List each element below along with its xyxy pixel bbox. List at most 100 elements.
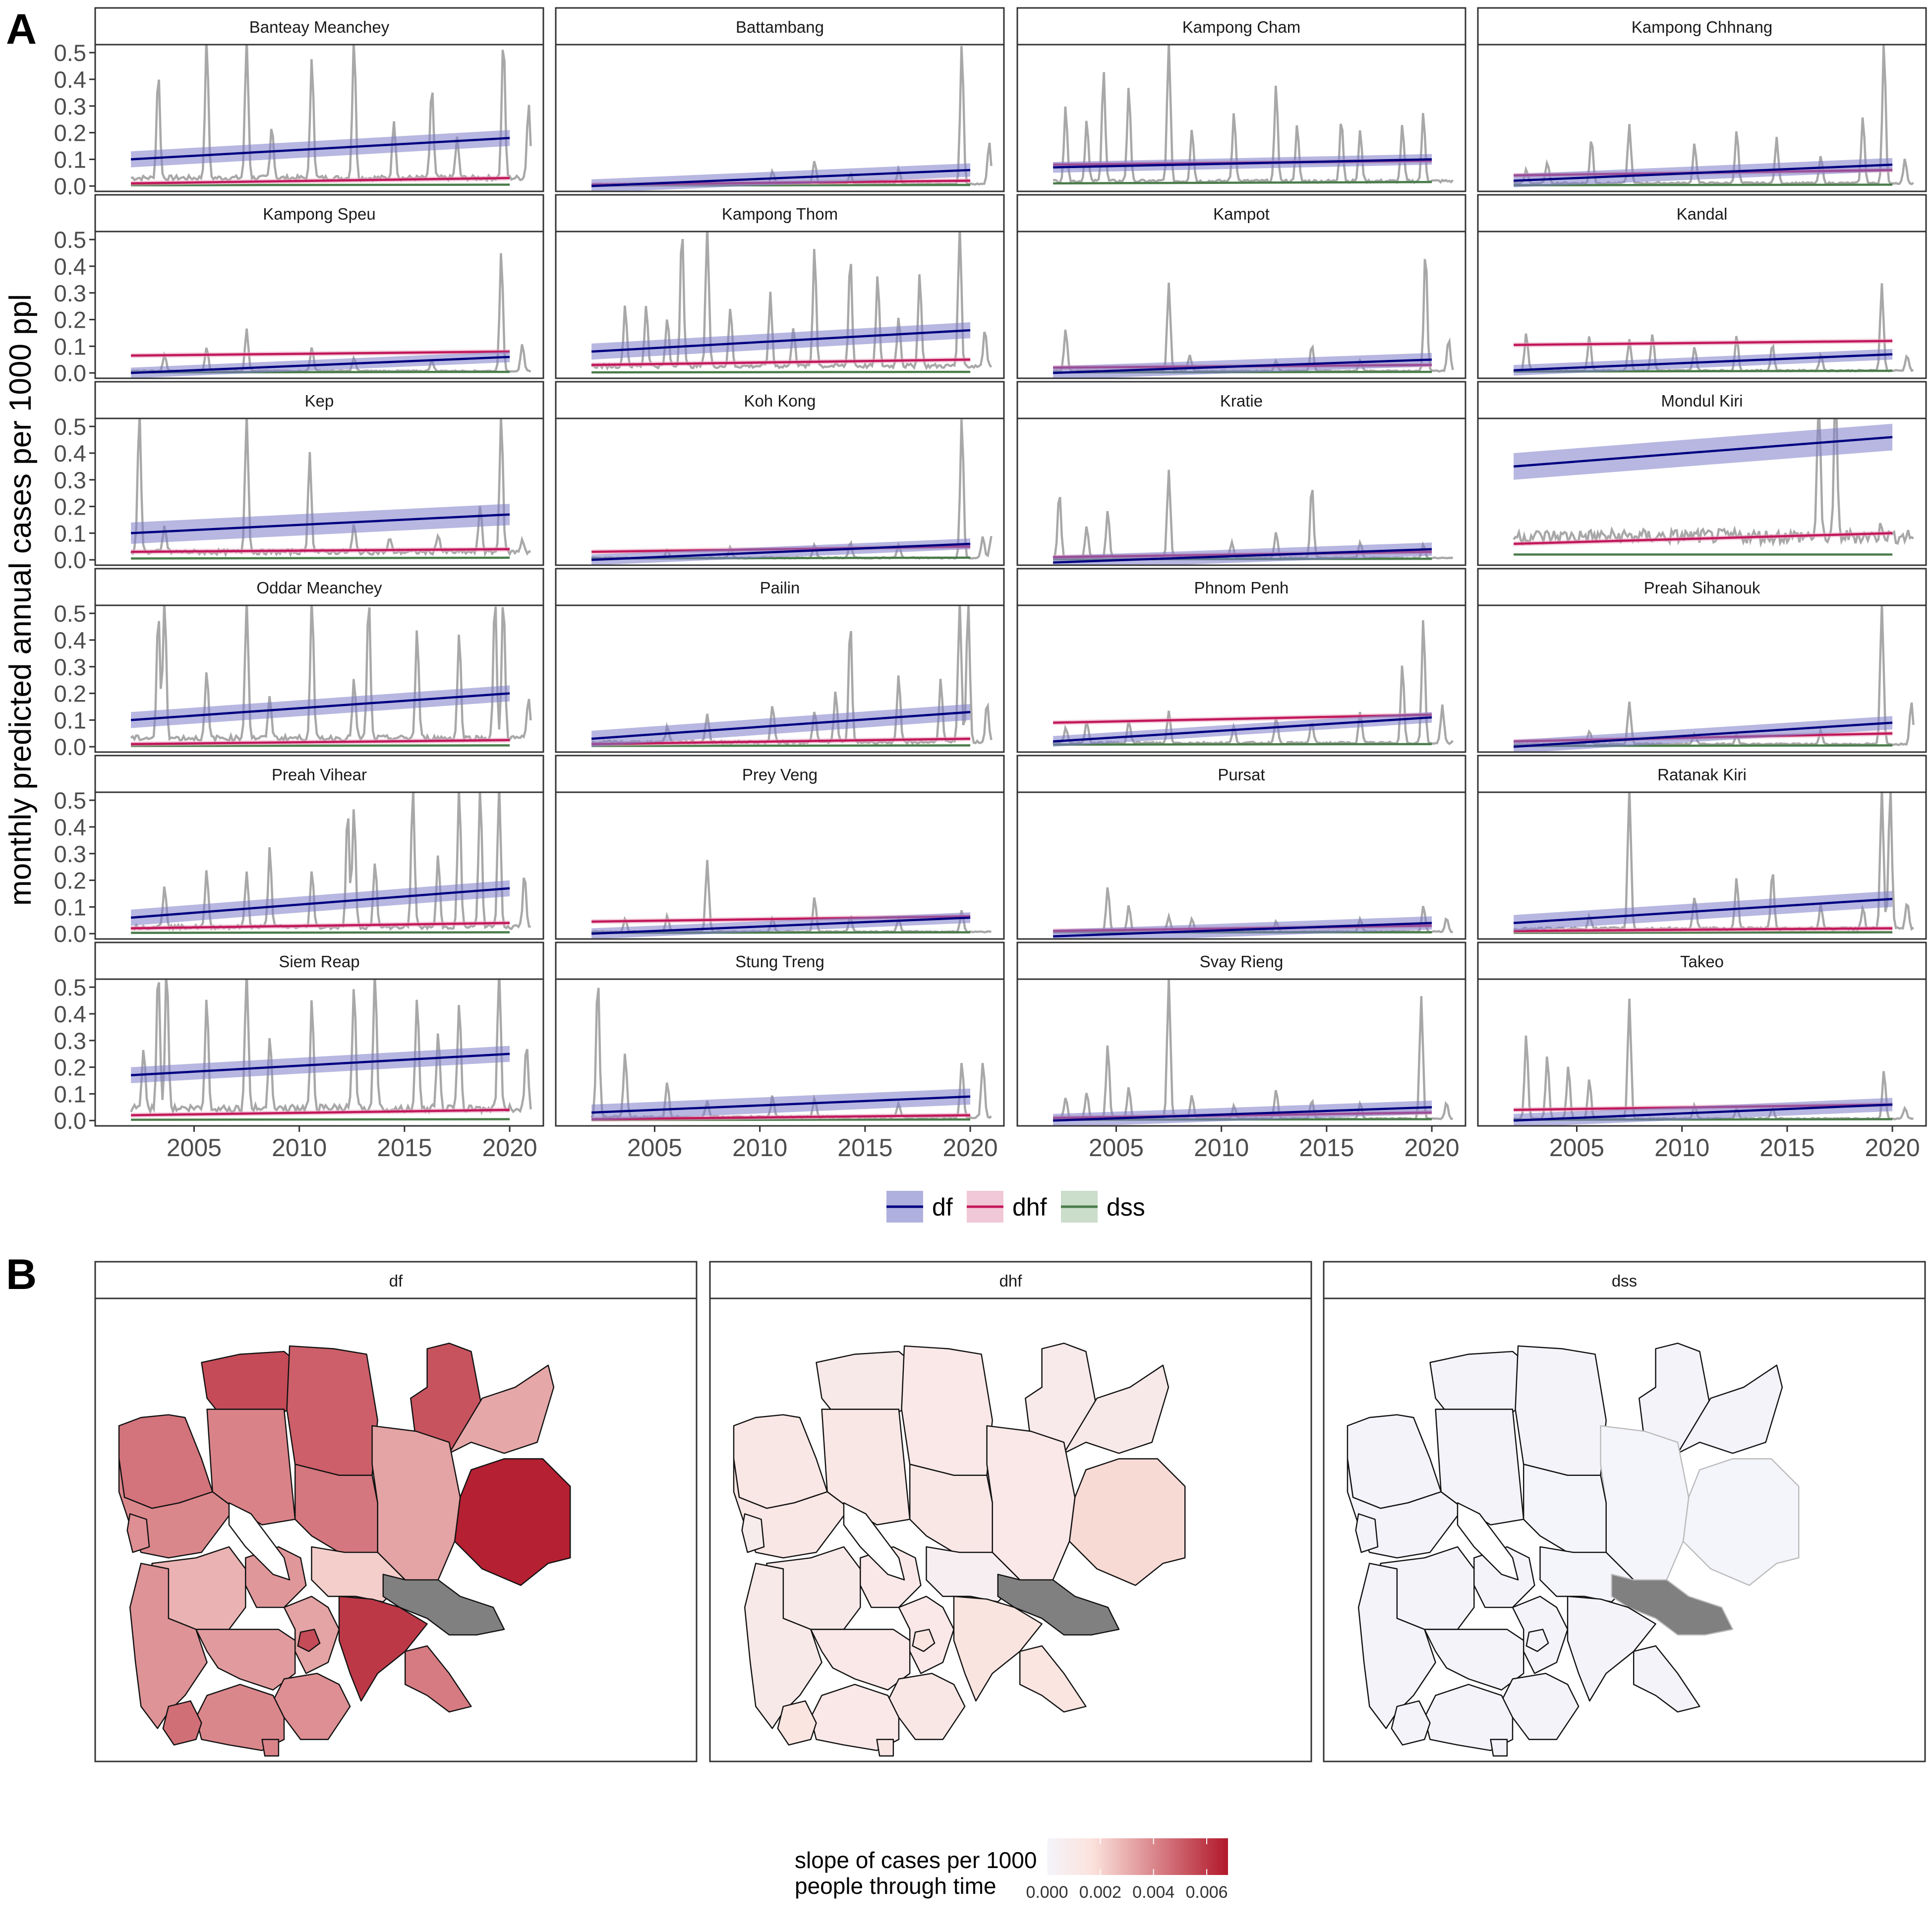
map-provinces	[733, 1343, 1186, 1757]
dhf-trend-line	[1514, 927, 1893, 933]
facet-label: Svay Rieng	[1200, 952, 1284, 971]
y-tick-label: 0.1	[54, 333, 86, 359]
df-trend-line	[1514, 1103, 1893, 1122]
y-tick-label: 0.4	[54, 440, 86, 467]
province-tonle-sap	[1457, 1502, 1519, 1581]
x-tick-label: 2010	[1194, 1134, 1249, 1162]
map-facet-df: df	[94, 1261, 698, 1762]
df-trend-line	[1513, 436, 1893, 468]
facet-plot-area	[1053, 979, 1454, 1126]
x-tick-label: 2010	[732, 1134, 787, 1162]
y-tick-label: 0.1	[54, 1081, 86, 1107]
province-prey-veng	[1567, 1595, 1656, 1702]
y-tick-label: 0.0	[54, 921, 86, 947]
province-kep	[261, 1739, 280, 1757]
facet-strip	[1477, 381, 1927, 419]
df-trend-line	[1514, 721, 1893, 748]
y-tick-label: 0.5	[54, 227, 86, 253]
legend-item-df: df	[886, 1191, 953, 1223]
province-kampong-speu	[1424, 1629, 1524, 1691]
province-prey-veng	[338, 1595, 428, 1702]
dhf-trend-line	[131, 922, 510, 930]
province-kratie	[1600, 1425, 1690, 1581]
facet-kampong-chhnang: Kampong Chhnang	[1477, 7, 1927, 192]
facet-strip	[1477, 755, 1927, 793]
map-provinces	[118, 1343, 571, 1757]
dss-trend-line	[1053, 180, 1432, 185]
facet-plot-area	[591, 419, 993, 565]
legend-item-dhf: dhf	[967, 1191, 1047, 1223]
x-tick-label: 2020	[1865, 1134, 1920, 1162]
x-tick-label: 2010	[272, 1134, 327, 1162]
province-kratie	[986, 1425, 1076, 1581]
df-trend-line	[591, 329, 971, 353]
province-pailin	[126, 1513, 150, 1553]
y-tick-label: 0.2	[54, 868, 86, 894]
facet-label: Pailin	[760, 579, 800, 597]
y-tick-label: 0.1	[54, 146, 86, 173]
province-tonle-sap	[228, 1502, 291, 1581]
facet-panel-border	[1016, 231, 1466, 379]
facet-panel-border	[1477, 604, 1927, 753]
province-pailin	[1355, 1513, 1379, 1553]
x-tick-label: 2010	[1654, 1134, 1709, 1162]
map-facet-label: dhf	[999, 1272, 1023, 1290]
dhf-trend-line	[591, 737, 971, 746]
y-tick-label: 0.3	[54, 654, 86, 680]
facet-plot-area	[130, 605, 532, 747]
facet-strip	[1477, 7, 1927, 46]
facet-label: Banteay Meanchey	[249, 18, 390, 36]
y-tick-label: 0.1	[54, 707, 86, 733]
y-tick-label: 0.2	[54, 307, 86, 333]
facet-label: Phnom Penh	[1194, 579, 1289, 597]
facet-panel-border	[94, 604, 544, 753]
x-tick-label: 2020	[482, 1134, 537, 1162]
facet-plot-area	[1053, 887, 1453, 939]
facet-plot-area	[1053, 45, 1454, 185]
province-svay-rieng	[1633, 1645, 1700, 1713]
colorbar-title-line1: slope of cases per 1000	[795, 1847, 1037, 1873]
df-trend-line	[591, 542, 971, 561]
df-trend-line	[1053, 716, 1432, 743]
dss-trend-line	[131, 556, 510, 560]
facet-panel-border	[1016, 791, 1466, 940]
y-tick-label: 0.4	[54, 1001, 86, 1027]
province-pailin	[741, 1513, 765, 1553]
df-trend-line	[1053, 548, 1432, 564]
province-tbong-khmum	[997, 1574, 1120, 1636]
facet-kratie: Kratie	[1016, 381, 1466, 566]
y-tick-label: 0.2	[54, 494, 86, 520]
dhf-trend-line	[1514, 340, 1893, 346]
facet-banteay-meanchey: Banteay Meanchey 0.00.10.20.30.40.5	[54, 7, 544, 199]
province-phnom-penh	[1525, 1629, 1549, 1652]
facet-grid: Banteay Meanchey0.00.10.20.30.40.5Battam…	[54, 7, 1927, 1162]
y-tick-label: 0.5	[54, 40, 86, 66]
y-tick-label: 0.4	[54, 814, 86, 840]
facet-plot-area	[130, 792, 531, 934]
y-tick-label: 0.0	[54, 547, 86, 573]
legend-label: df	[932, 1193, 953, 1221]
facet-svay-rieng: Svay Rieng 2005 2010 2015 2020	[1016, 941, 1466, 1162]
facet-strip	[94, 381, 544, 419]
facet-plot-area	[1053, 259, 1454, 378]
facet-oddar-meanchey: Oddar Meanchey 0.00.10.20.30.40.5	[54, 568, 544, 760]
df-trend-line	[131, 513, 510, 534]
y-tick-label: 0.2	[54, 681, 86, 707]
facet-prey-veng: Prey Veng	[555, 755, 1005, 940]
y-tick-label: 0.0	[54, 360, 86, 386]
df-trend-line	[1514, 353, 1893, 372]
dhf-trend-line	[591, 1114, 971, 1120]
province-preah-sihanouk	[777, 1700, 817, 1746]
province-kep	[1490, 1739, 1508, 1757]
facet-label: Koh Kong	[744, 392, 816, 410]
legend-label: dhf	[1012, 1193, 1047, 1221]
df-trend-line	[130, 692, 510, 721]
province-svay-rieng	[1019, 1645, 1087, 1713]
facet-plot-area	[590, 988, 992, 1122]
colorbar-tick-label: 0.006	[1186, 1883, 1228, 1902]
province-kratie	[371, 1425, 461, 1581]
observed-series-line	[1053, 45, 1454, 184]
province-svay-rieng	[404, 1645, 472, 1713]
facet-strip	[94, 194, 544, 233]
y-tick-label: 0.2	[54, 1054, 86, 1081]
